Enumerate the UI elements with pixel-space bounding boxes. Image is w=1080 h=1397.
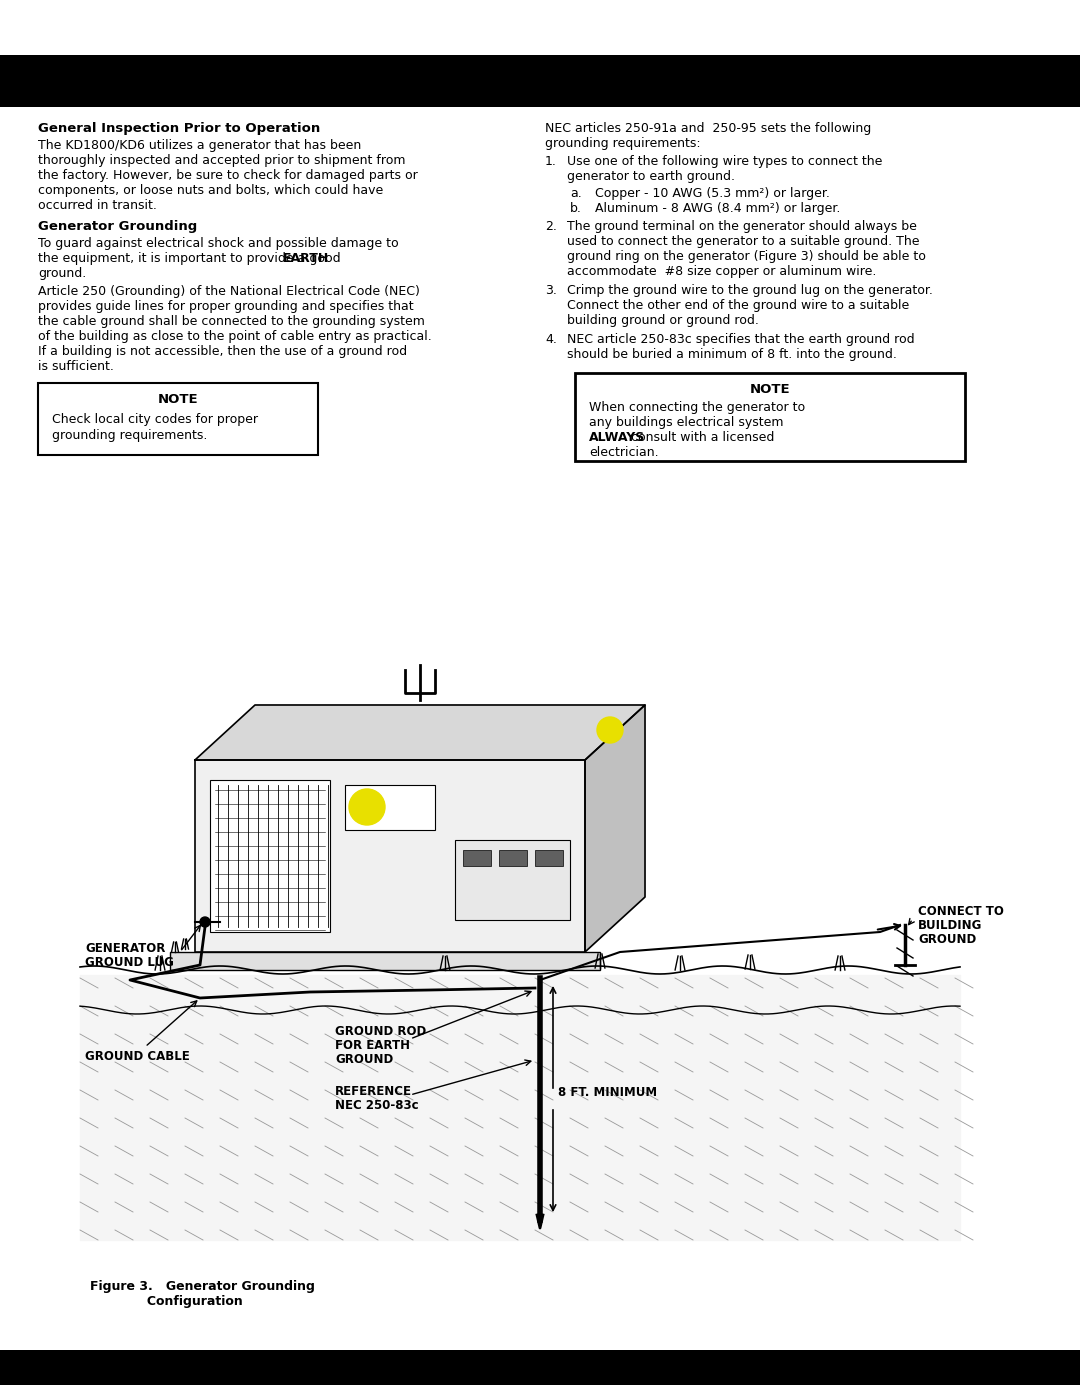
Circle shape	[597, 717, 623, 743]
Text: General Inspection Prior to Operation: General Inspection Prior to Operation	[38, 122, 321, 136]
Circle shape	[200, 916, 210, 928]
Bar	[170, 951, 600, 970]
Text: MQ: MQ	[602, 724, 619, 733]
Text: GROUND LUG: GROUND LUG	[85, 956, 174, 970]
Text: electrician.: electrician.	[589, 446, 659, 460]
Text: building ground or ground rod.: building ground or ground rod.	[567, 314, 759, 327]
Bar	[210, 780, 330, 932]
Bar	[345, 785, 435, 830]
Text: Figure 3.   Generator Grounding: Figure 3. Generator Grounding	[90, 1280, 315, 1294]
Text: 3.: 3.	[545, 284, 557, 298]
Text: generator to earth ground.: generator to earth ground.	[567, 170, 735, 183]
Text: GROUND CABLE: GROUND CABLE	[85, 1051, 190, 1063]
Text: a.: a.	[570, 187, 582, 200]
Text: FOR EARTH: FOR EARTH	[335, 1039, 410, 1052]
Text: ground.: ground.	[38, 267, 86, 279]
Text: NOTE: NOTE	[158, 393, 199, 407]
Text: CONNECT TO: CONNECT TO	[918, 905, 1004, 918]
Text: EARTH: EARTH	[283, 251, 329, 265]
Text: NOTE: NOTE	[750, 383, 791, 395]
Text: occurred in transit.: occurred in transit.	[38, 198, 157, 212]
Polygon shape	[195, 705, 645, 760]
Bar	[195, 760, 585, 951]
Text: 2.: 2.	[545, 219, 557, 233]
Text: Use one of the following wire types to connect the: Use one of the following wire types to c…	[567, 155, 882, 168]
Bar	[455, 840, 570, 921]
Text: The KD1800/KD6 utilizes a generator that has been: The KD1800/KD6 utilizes a generator that…	[38, 138, 361, 152]
Text: NEC article 250-83c specifies that the earth ground rod: NEC article 250-83c specifies that the e…	[567, 332, 915, 346]
Text: components, or loose nuts and bolts, which could have: components, or loose nuts and bolts, whi…	[38, 184, 383, 197]
Text: used to connect the generator to a suitable ground. The: used to connect the generator to a suita…	[567, 235, 919, 249]
Text: is sufficient.: is sufficient.	[38, 360, 113, 373]
Text: GROUND ROD: GROUND ROD	[335, 1025, 427, 1038]
Text: should be buried a minimum of 8 ft. into the ground.: should be buried a minimum of 8 ft. into…	[567, 348, 896, 360]
Polygon shape	[80, 975, 960, 1241]
Text: 8 FT. MINIMUM: 8 FT. MINIMUM	[558, 1085, 657, 1098]
Text: Crimp the ground wire to the ground lug on the generator.: Crimp the ground wire to the ground lug …	[567, 284, 933, 298]
Text: accommodate  #8 size copper or aluminum wire.: accommodate #8 size copper or aluminum w…	[567, 265, 876, 278]
Bar	[0, 1350, 1080, 1384]
Text: grounding requirements:: grounding requirements:	[545, 137, 701, 149]
Text: BUILDING: BUILDING	[918, 919, 983, 932]
Text: provides guide lines for proper grounding and specifies that: provides guide lines for proper groundin…	[38, 300, 414, 313]
Circle shape	[349, 789, 384, 826]
Bar	[499, 849, 527, 866]
Text: the cable ground shall be connected to the grounding system: the cable ground shall be connected to t…	[38, 314, 424, 328]
Text: Copper - 10 AWG (5.3 mm²) or larger.: Copper - 10 AWG (5.3 mm²) or larger.	[595, 187, 829, 200]
Polygon shape	[585, 705, 645, 951]
Bar	[38, 383, 318, 455]
Text: Check local city codes for proper: Check local city codes for proper	[52, 414, 258, 426]
Text: MULTIQUIP: MULTIQUIP	[349, 812, 386, 819]
Text: Configuration: Configuration	[90, 1295, 243, 1308]
Bar	[0, 54, 1080, 108]
Text: GROUND: GROUND	[335, 1053, 393, 1066]
Text: MQ: MQ	[355, 799, 378, 812]
Text: ground ring on the generator (Figure 3) should be able to: ground ring on the generator (Figure 3) …	[567, 250, 926, 263]
Text: When connecting the generator to: When connecting the generator to	[589, 401, 805, 414]
Text: 4.: 4.	[545, 332, 557, 346]
Text: KD1800/KD6 A.C. GENERATOR — PARTS & OPERATION MANUAL — REV. #1  (06/16/05) — PAG: KD1800/KD6 A.C. GENERATOR — PARTS & OPER…	[239, 1362, 841, 1372]
Text: Aluminum - 8 AWG (8.4 mm²) or larger.: Aluminum - 8 AWG (8.4 mm²) or larger.	[595, 203, 840, 215]
Text: b.: b.	[570, 203, 582, 215]
Text: the equipment, it is important to provide a good: the equipment, it is important to provid…	[38, 251, 345, 265]
Text: thoroughly inspected and accepted prior to shipment from: thoroughly inspected and accepted prior …	[38, 154, 405, 168]
Bar	[463, 849, 491, 866]
Bar	[535, 849, 563, 866]
Text: Generator Grounding: Generator Grounding	[38, 219, 198, 233]
Text: any buildings electrical system: any buildings electrical system	[589, 416, 783, 429]
Text: NEC articles 250-91a and  250-95 sets the following: NEC articles 250-91a and 250-95 sets the…	[545, 122, 872, 136]
Bar	[575, 373, 966, 461]
Text: GENERATOR: GENERATOR	[85, 942, 165, 956]
Text: If a building is not accessible, then the use of a ground rod: If a building is not accessible, then th…	[38, 345, 407, 358]
Text: KD1800/KD6 — PRE-SETUP (GENERATOR): KD1800/KD6 — PRE-SETUP (GENERATOR)	[268, 68, 812, 94]
Text: NEC 250-83c: NEC 250-83c	[335, 1099, 419, 1112]
Text: ALWAYS: ALWAYS	[589, 432, 645, 444]
Text: REFERENCE: REFERENCE	[335, 1085, 411, 1098]
Text: The ground terminal on the generator should always be: The ground terminal on the generator sho…	[567, 219, 917, 233]
Text: grounding requirements.: grounding requirements.	[52, 429, 207, 441]
Text: To guard against electrical shock and possible damage to: To guard against electrical shock and po…	[38, 237, 399, 250]
Text: Connect the other end of the ground wire to a suitable: Connect the other end of the ground wire…	[567, 299, 909, 312]
Text: the factory. However, be sure to check for damaged parts or: the factory. However, be sure to check f…	[38, 169, 418, 182]
Text: consult with a licensed: consult with a licensed	[627, 432, 774, 444]
Text: GROUND: GROUND	[918, 933, 976, 946]
Text: Article 250 (Grounding) of the National Electrical Code (NEC): Article 250 (Grounding) of the National …	[38, 285, 420, 298]
Text: of the building as close to the point of cable entry as practical.: of the building as close to the point of…	[38, 330, 432, 344]
Text: 1.: 1.	[545, 155, 557, 168]
